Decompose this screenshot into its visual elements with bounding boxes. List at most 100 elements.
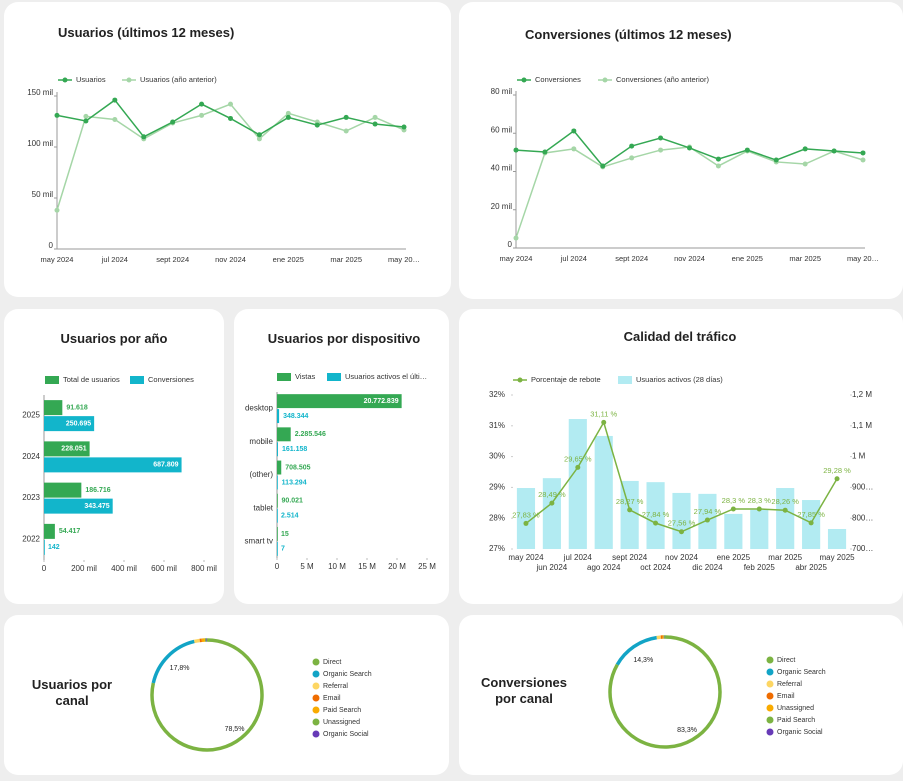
point: [744, 147, 750, 153]
point: [756, 506, 762, 512]
x-tick-label: 600 mil: [151, 564, 177, 573]
legend-label: Conversiones: [148, 375, 194, 384]
card: [459, 2, 903, 299]
point: [571, 146, 577, 152]
y-tick-label: (other): [249, 470, 273, 479]
x-tick-label: oct 2024: [640, 563, 671, 572]
y-tick-label: tablet: [253, 503, 273, 512]
y2-tick-label: 700…: [852, 544, 873, 553]
x-tick-label: ago 2024: [587, 563, 621, 572]
x-tick-label: may 20…: [388, 255, 420, 264]
point: [199, 101, 205, 107]
legend-label: Email: [323, 695, 341, 702]
legend-label: Usuarios activos (28 días): [636, 375, 723, 384]
legend-label: Conversiones (año anterior): [616, 75, 709, 84]
x-tick-label: 400 mil: [111, 564, 137, 573]
x-tick-label: jun 2024: [536, 563, 568, 572]
point: [256, 136, 262, 142]
point: [228, 115, 233, 121]
y-tick-label: 29%: [489, 483, 505, 492]
x-tick-label: dic 2024: [692, 563, 723, 572]
bar: [542, 478, 561, 549]
x-tick-label: 5 M: [300, 562, 314, 571]
value-label: 708.505: [285, 464, 310, 471]
card: [234, 309, 449, 604]
x-tick-label: 200 mil: [71, 564, 97, 573]
y-tick-label: 32%: [489, 390, 505, 399]
value-label: 27,94 %: [694, 507, 722, 516]
bar: [277, 409, 280, 424]
point: [314, 122, 320, 128]
bar: [277, 427, 291, 442]
chart-title: Usuarios por dispositivo: [267, 331, 421, 346]
value-label: 91.618: [66, 404, 88, 411]
value-label: 28,49 %: [538, 490, 566, 499]
bar: [277, 541, 278, 556]
x-tick-label: ene 2025: [732, 254, 763, 263]
point: [256, 132, 262, 138]
legend-label: Organic Search: [323, 671, 372, 678]
point: [715, 163, 721, 169]
value-label: 2.285.546: [295, 431, 326, 438]
point: [542, 149, 548, 155]
value-label: 15: [281, 531, 289, 538]
x-tick-label: abr 2025: [795, 563, 827, 572]
chart-title: Calidad del tráfico: [623, 329, 737, 344]
point: [112, 116, 118, 122]
chart-title: Usuarios por año: [60, 331, 168, 346]
x-tick-label: nov 2024: [215, 255, 246, 264]
value-label: 687.809: [153, 462, 178, 469]
chart-title: Conversiones (últimos 12 meses): [525, 27, 732, 42]
legend-label: Referral: [323, 683, 348, 690]
legend-marker: [766, 716, 774, 724]
bar: [724, 513, 743, 549]
legend-marker: [766, 692, 774, 700]
y-tick-label: 2022: [22, 534, 40, 543]
x-tick-label: 10 M: [328, 562, 346, 571]
legend-label: Organic Search: [777, 669, 826, 676]
legend-label: Direct: [323, 659, 341, 666]
bar: [277, 475, 278, 490]
y-tick-label: 30%: [489, 452, 505, 461]
y2-tick-label: 1,2 M: [852, 390, 872, 399]
point: [54, 112, 60, 118]
y-tick-label: 20 mil: [491, 202, 513, 211]
y-tick-label: 2023: [22, 493, 40, 502]
value-label: 113.294: [282, 479, 307, 486]
point: [83, 113, 89, 119]
point: [687, 145, 692, 151]
bar: [44, 482, 82, 498]
value-label: 83,3%: [677, 727, 697, 734]
point: [627, 507, 633, 513]
y-tick-label: 27%: [489, 544, 505, 553]
value-label: 31,11 %: [590, 409, 617, 418]
point: [679, 529, 684, 535]
point: [653, 520, 659, 526]
x-tick-label: mar 2025: [789, 254, 821, 263]
point: [571, 128, 577, 134]
x-tick-label: nov 2024: [674, 254, 705, 263]
legend-marker: [602, 77, 608, 83]
legend-marker: [521, 77, 527, 83]
point: [629, 155, 635, 161]
y2-tick-label: 1 M: [852, 452, 866, 461]
point: [401, 124, 407, 130]
bar: [44, 523, 55, 539]
pie-slice: [615, 635, 658, 666]
bar: [672, 492, 691, 549]
legend-label: Email: [777, 693, 795, 700]
legend-marker: [618, 376, 632, 384]
legend-marker: [766, 668, 774, 676]
x-tick-label: nov 2024: [665, 553, 698, 562]
legend-marker: [45, 376, 59, 384]
point: [112, 97, 118, 103]
x-tick-label: 20 M: [388, 562, 406, 571]
x-tick-label: feb 2025: [744, 563, 776, 572]
point: [372, 121, 378, 127]
point: [860, 150, 866, 156]
y-tick-label: 0: [49, 241, 54, 250]
legend-marker: [277, 373, 291, 381]
bar: [750, 509, 769, 549]
pie-slice: [193, 638, 201, 644]
value-label: 161.158: [282, 446, 307, 453]
